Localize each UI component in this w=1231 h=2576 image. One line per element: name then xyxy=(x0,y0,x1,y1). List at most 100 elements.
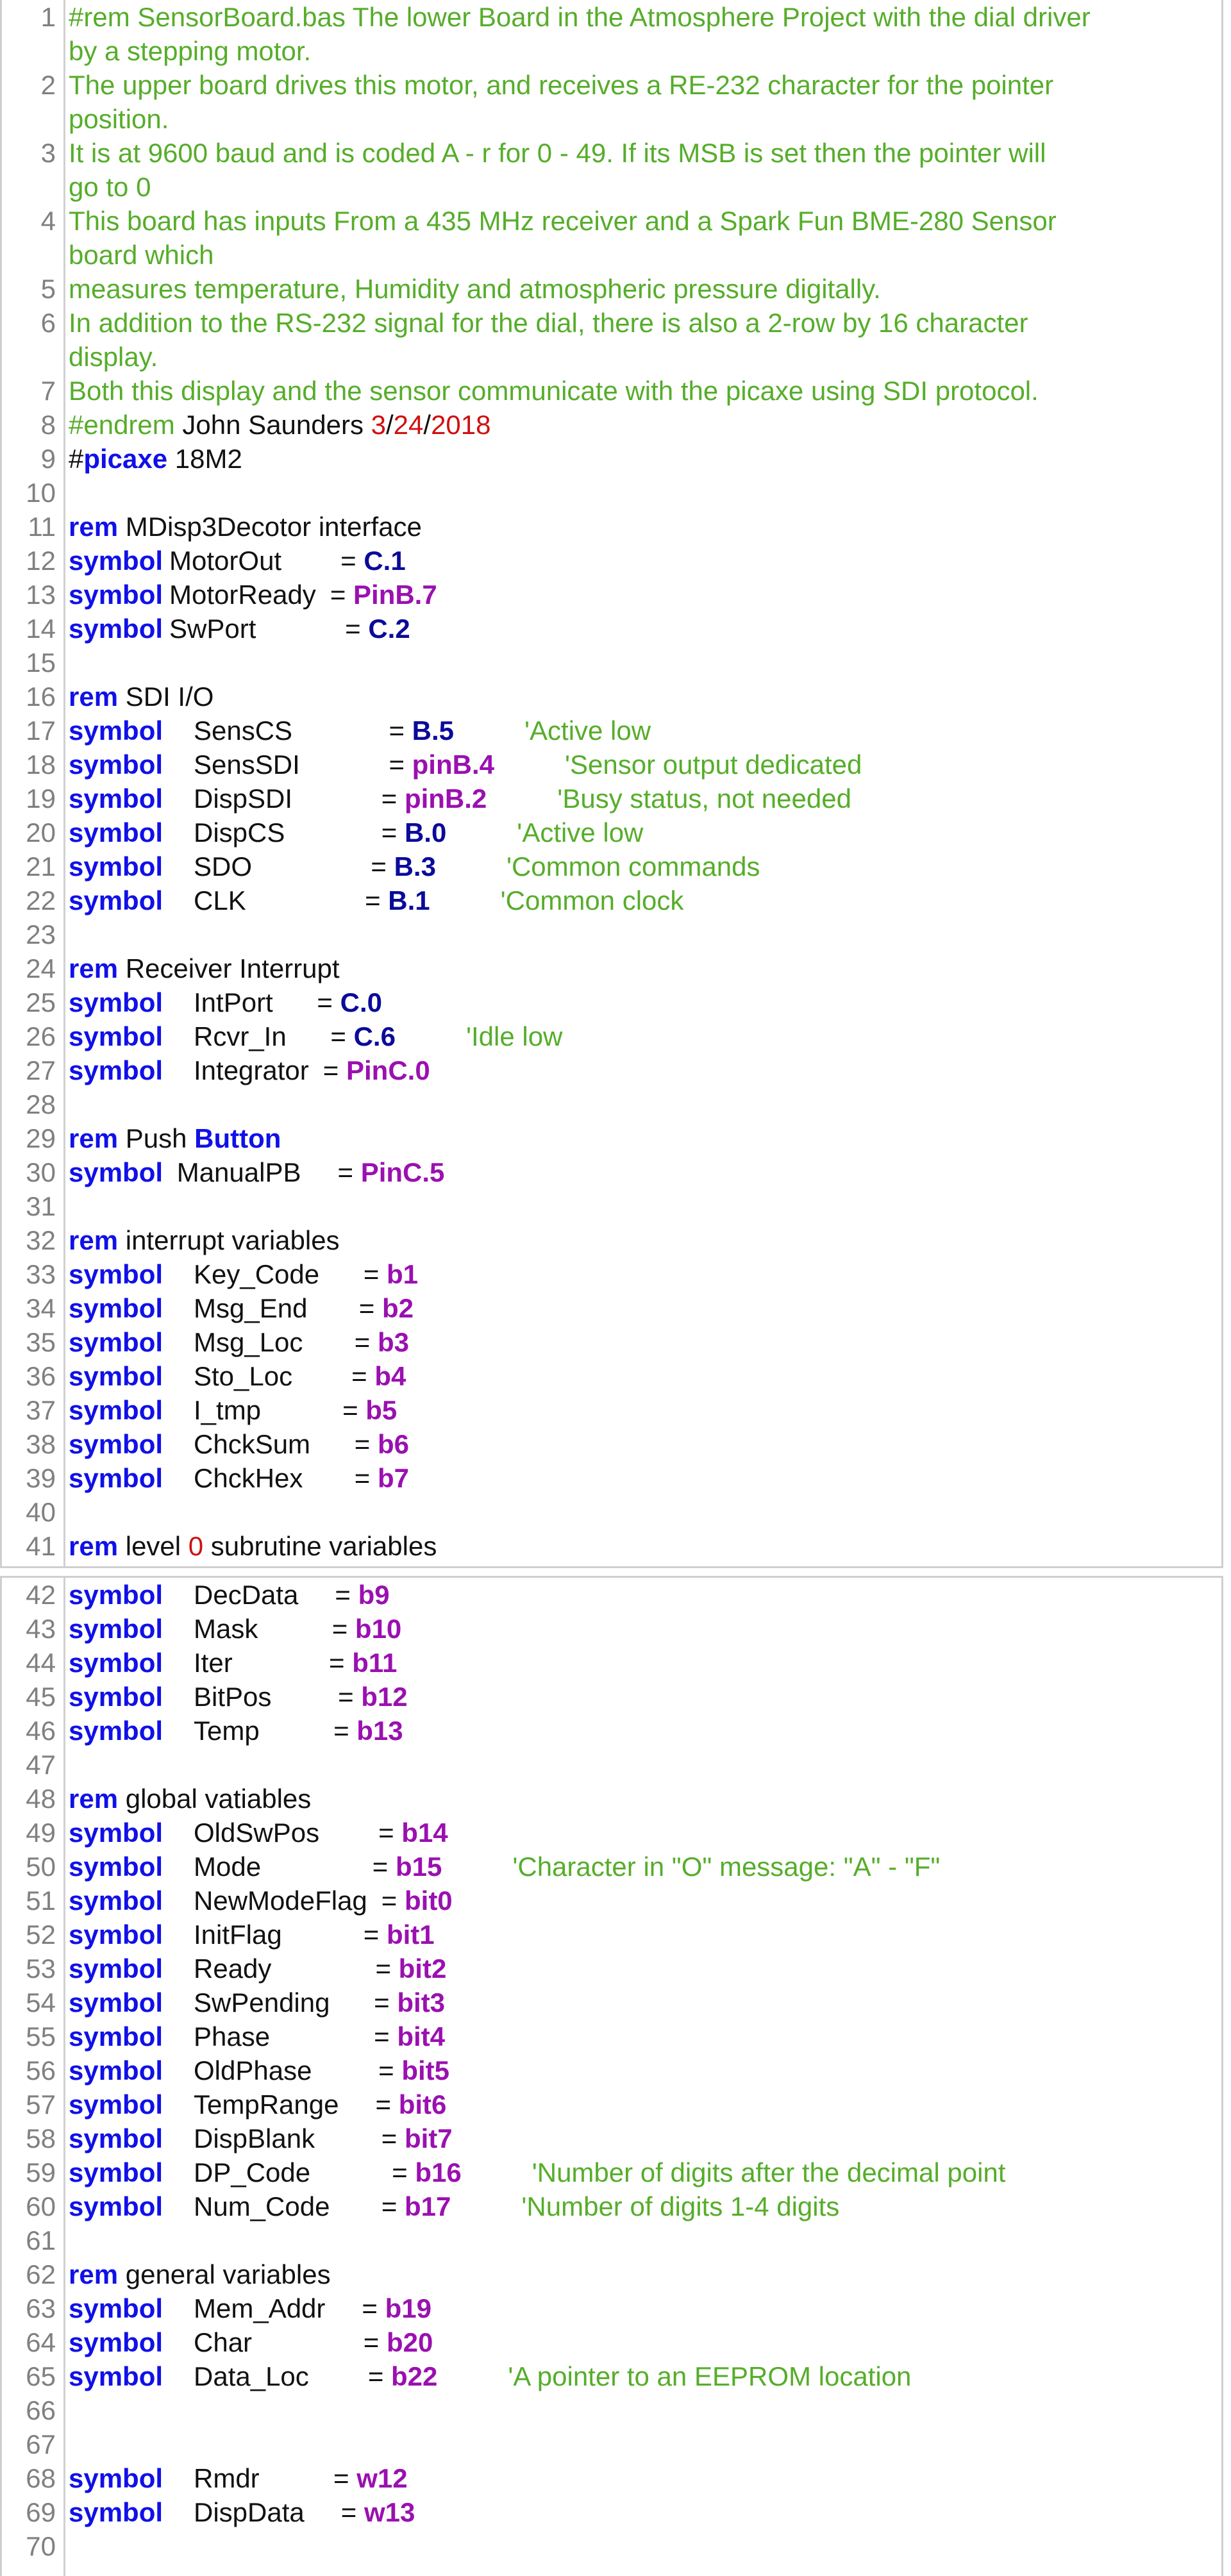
code-line[interactable]: 32 rem interrupt variables xyxy=(2,1223,1221,1257)
code-line[interactable]: 8 #endrem John Saunders 3/24/2018 xyxy=(2,408,1221,442)
code-line[interactable]: 59 symbol DP_Code = b16 'Number of digits a… xyxy=(2,2155,1221,2189)
code-line[interactable]: 60 symbol Num_Code = b17 'Number of digits … xyxy=(2,2189,1221,2223)
code-line[interactable]: 40 xyxy=(2,1495,1221,1529)
code-line[interactable]: 41 rem level 0 subrutine variables xyxy=(2,1529,1221,1563)
line-number: 7 xyxy=(40,376,56,406)
code-line[interactable]: 1 #rem SensorBoard.bas The lower Board in… xyxy=(2,0,1221,68)
code-line[interactable]: 63 symbol Mem_Addr = b19 xyxy=(2,2291,1221,2325)
code-line[interactable]: 36 symbol Sto_Loc = b4 xyxy=(2,1359,1221,1393)
equals-sign: = xyxy=(337,1157,361,1187)
code-line[interactable]: 68 symbol Rmdr = w12 xyxy=(2,2461,1221,2495)
code-line[interactable]: 54 symbol SwPending = bit3 xyxy=(2,1986,1221,2020)
code-line[interactable]: 56 symbol OldPhase = bit5 xyxy=(2,2053,1221,2087)
alignment-space xyxy=(292,715,374,746)
code-line[interactable]: 65 symbol Data_Loc = b22 'A pointer to an E… xyxy=(2,2359,1221,2393)
line-content: symbol SwPort = C.2 xyxy=(69,612,410,646)
code-line[interactable]: 14 symbol SwPort = C.2 xyxy=(2,612,1221,646)
code-line[interactable]: 16 rem SDI I/O xyxy=(2,680,1221,714)
code-line[interactable]: 26 symbol Rcvr_In = C.6 'Idle low xyxy=(2,1019,1221,1053)
comment: This board has inputs From a 435 MHz rec… xyxy=(69,206,1057,236)
code-line[interactable]: 22 symbol CLK = B.1 'Common clock xyxy=(2,883,1221,917)
code-line[interactable]: 61 xyxy=(2,2223,1221,2257)
code-line[interactable]: 12 symbol MotorOut = C.1 xyxy=(2,544,1221,578)
code-line[interactable]: 24 rem Receiver Interrupt xyxy=(2,951,1221,985)
code-line[interactable]: 50 symbol Mode = b15 'Character in "O" mess… xyxy=(2,1850,1221,1884)
code-line[interactable]: 39 symbol ChckHex = b7 xyxy=(2,1461,1221,1495)
code-line[interactable]: 35 symbol Msg_Loc = b3 xyxy=(2,1325,1221,1359)
code-line[interactable]: 21 symbol SDO = B.3 'Common commands xyxy=(2,849,1221,883)
code-line[interactable]: 45 symbol BitPos = b12 xyxy=(2,1680,1221,1714)
line-segment-row: board which xyxy=(69,238,1057,272)
code-line[interactable]: 58 symbol DispBlank = bit7 xyxy=(2,2121,1221,2155)
code-text: John Saunders xyxy=(174,410,371,440)
code-line[interactable]: 7 Both this display and the sensor commun… xyxy=(2,374,1221,408)
code-line[interactable]: 64 symbol Char = b20 xyxy=(2,2325,1221,2359)
line-content: symbol SensCS = B.5 'Active low xyxy=(69,714,651,748)
keyword-symbol: symbol xyxy=(69,2361,163,2391)
code-line[interactable]: 19 symbol DispSDI = pinB.2 'Busy status, no… xyxy=(2,782,1221,815)
code-line[interactable]: 20 symbol DispCS = B.0 'Active low xyxy=(2,815,1221,849)
code-line[interactable]: 67 xyxy=(2,2427,1221,2461)
equals-sign: = xyxy=(381,1886,405,1916)
code-line[interactable]: 23 xyxy=(2,917,1221,951)
code-line[interactable]: 11 rem MDisp3Decotor interface xyxy=(2,510,1221,544)
code-line[interactable]: 17 symbol SensCS = B.5 'Active low xyxy=(2,714,1221,748)
line-number: 24 xyxy=(26,953,56,983)
equals-sign: = xyxy=(375,1953,399,1984)
code-line[interactable]: 27 symbol Integrator = PinC.0 xyxy=(2,1053,1221,1087)
code-line[interactable]: 6 In addition to the RS-232 signal for th… xyxy=(2,306,1221,374)
code-line[interactable]: 66 xyxy=(2,2393,1221,2427)
code-line[interactable]: 4 This board has inputs From a 435 MHz re… xyxy=(2,204,1221,272)
code-line[interactable]: 9 #picaxe 18M2 xyxy=(2,442,1221,476)
code-line[interactable]: 28 xyxy=(2,1087,1221,1121)
code-line[interactable]: 49 symbol OldSwPos = b14 xyxy=(2,1816,1221,1850)
code-line[interactable]: 42 symbol DecData = b9 xyxy=(2,1578,1221,1612)
code-line[interactable]: 53 symbol Ready = bit2 xyxy=(2,1952,1221,1986)
keyword-symbol: symbol xyxy=(69,1716,163,1746)
code-line[interactable]: 62 rem general variables xyxy=(2,2257,1221,2291)
code-line[interactable]: 15 xyxy=(2,646,1221,680)
code-line[interactable]: 55 symbol Phase = bit4 xyxy=(2,2020,1221,2053)
code-line[interactable]: 18 symbol SensSDI = pinB.4 'Sensor output d… xyxy=(2,748,1221,782)
symbol-name: Ready xyxy=(194,1953,272,1984)
keyword-symbol: symbol xyxy=(69,783,163,814)
code-line[interactable]: 2 The upper board drives this motor, and … xyxy=(2,68,1221,136)
code-line[interactable]: 51 symbol NewModeFlag = bit0 xyxy=(2,1884,1221,1918)
symbol-definition: DispBlank = bit7 xyxy=(194,2121,453,2155)
code-line[interactable]: 5 measures temperature, Humidity and atmo… xyxy=(2,272,1221,306)
code-editor-pane-bottom[interactable]: 42 symbol DecData = b9 43 symbol Mask = b10 44… xyxy=(0,1576,1223,2576)
code-line[interactable]: 43 symbol Mask = b10 xyxy=(2,1612,1221,1646)
keyword-symbol: symbol xyxy=(69,1919,163,1950)
code-line[interactable]: 34 symbol Msg_End = b2 xyxy=(2,1291,1221,1325)
code-line[interactable]: 47 xyxy=(2,1748,1221,1782)
symbol-value: b1 xyxy=(387,1259,419,1289)
line-number: 15 xyxy=(26,648,56,678)
code-text: general variables xyxy=(118,2259,331,2289)
code-line[interactable]: 37 symbol I_tmp = b5 xyxy=(2,1393,1221,1427)
code-line[interactable]: 70 xyxy=(2,2529,1221,2563)
code-line[interactable]: 29 rem Push Button xyxy=(2,1121,1221,1155)
code-line[interactable]: 13 symbol MotorReady = PinB.7 xyxy=(2,578,1221,612)
code-line[interactable]: 10 xyxy=(2,476,1221,510)
keyword: rem xyxy=(69,1123,119,1153)
keyword: picaxe xyxy=(83,444,168,474)
code-line[interactable]: 3 It is at 9600 baud and is coded A - r f… xyxy=(2,136,1221,204)
code-editor-pane-top[interactable]: 1 #rem SensorBoard.bas The lower Board in… xyxy=(0,0,1223,1568)
code-line[interactable]: 30 symbol ManualPB = PinC.5 xyxy=(2,1155,1221,1189)
code-line[interactable]: 25 symbol IntPort = C.0 xyxy=(2,985,1221,1019)
code-line[interactable]: 31 xyxy=(2,1189,1221,1223)
code-line[interactable]: 44 symbol Iter = b11 xyxy=(2,1646,1221,1680)
symbol-name: DispBlank xyxy=(194,2123,315,2154)
keyword: rem xyxy=(69,953,119,983)
code-line[interactable]: 52 symbol InitFlag = bit1 xyxy=(2,1918,1221,1952)
code-line[interactable]: 48 rem global vatiables xyxy=(2,1782,1221,1816)
code-line[interactable]: 33 symbol Key_Code = b1 xyxy=(2,1257,1221,1291)
code-line[interactable]: 46 symbol Temp = b13 xyxy=(2,1714,1221,1748)
code-line[interactable]: 38 symbol ChckSum = b6 xyxy=(2,1427,1221,1461)
keyword-symbol: symbol xyxy=(69,614,163,644)
code-line[interactable]: 69 symbol DispData = w13 xyxy=(2,2495,1221,2529)
symbol-name: SensSDI xyxy=(194,749,300,780)
symbol-value: bit0 xyxy=(405,1886,453,1916)
symbol-value: b22 xyxy=(391,2361,438,2391)
code-line[interactable]: 57 symbol TempRange = bit6 xyxy=(2,2087,1221,2121)
